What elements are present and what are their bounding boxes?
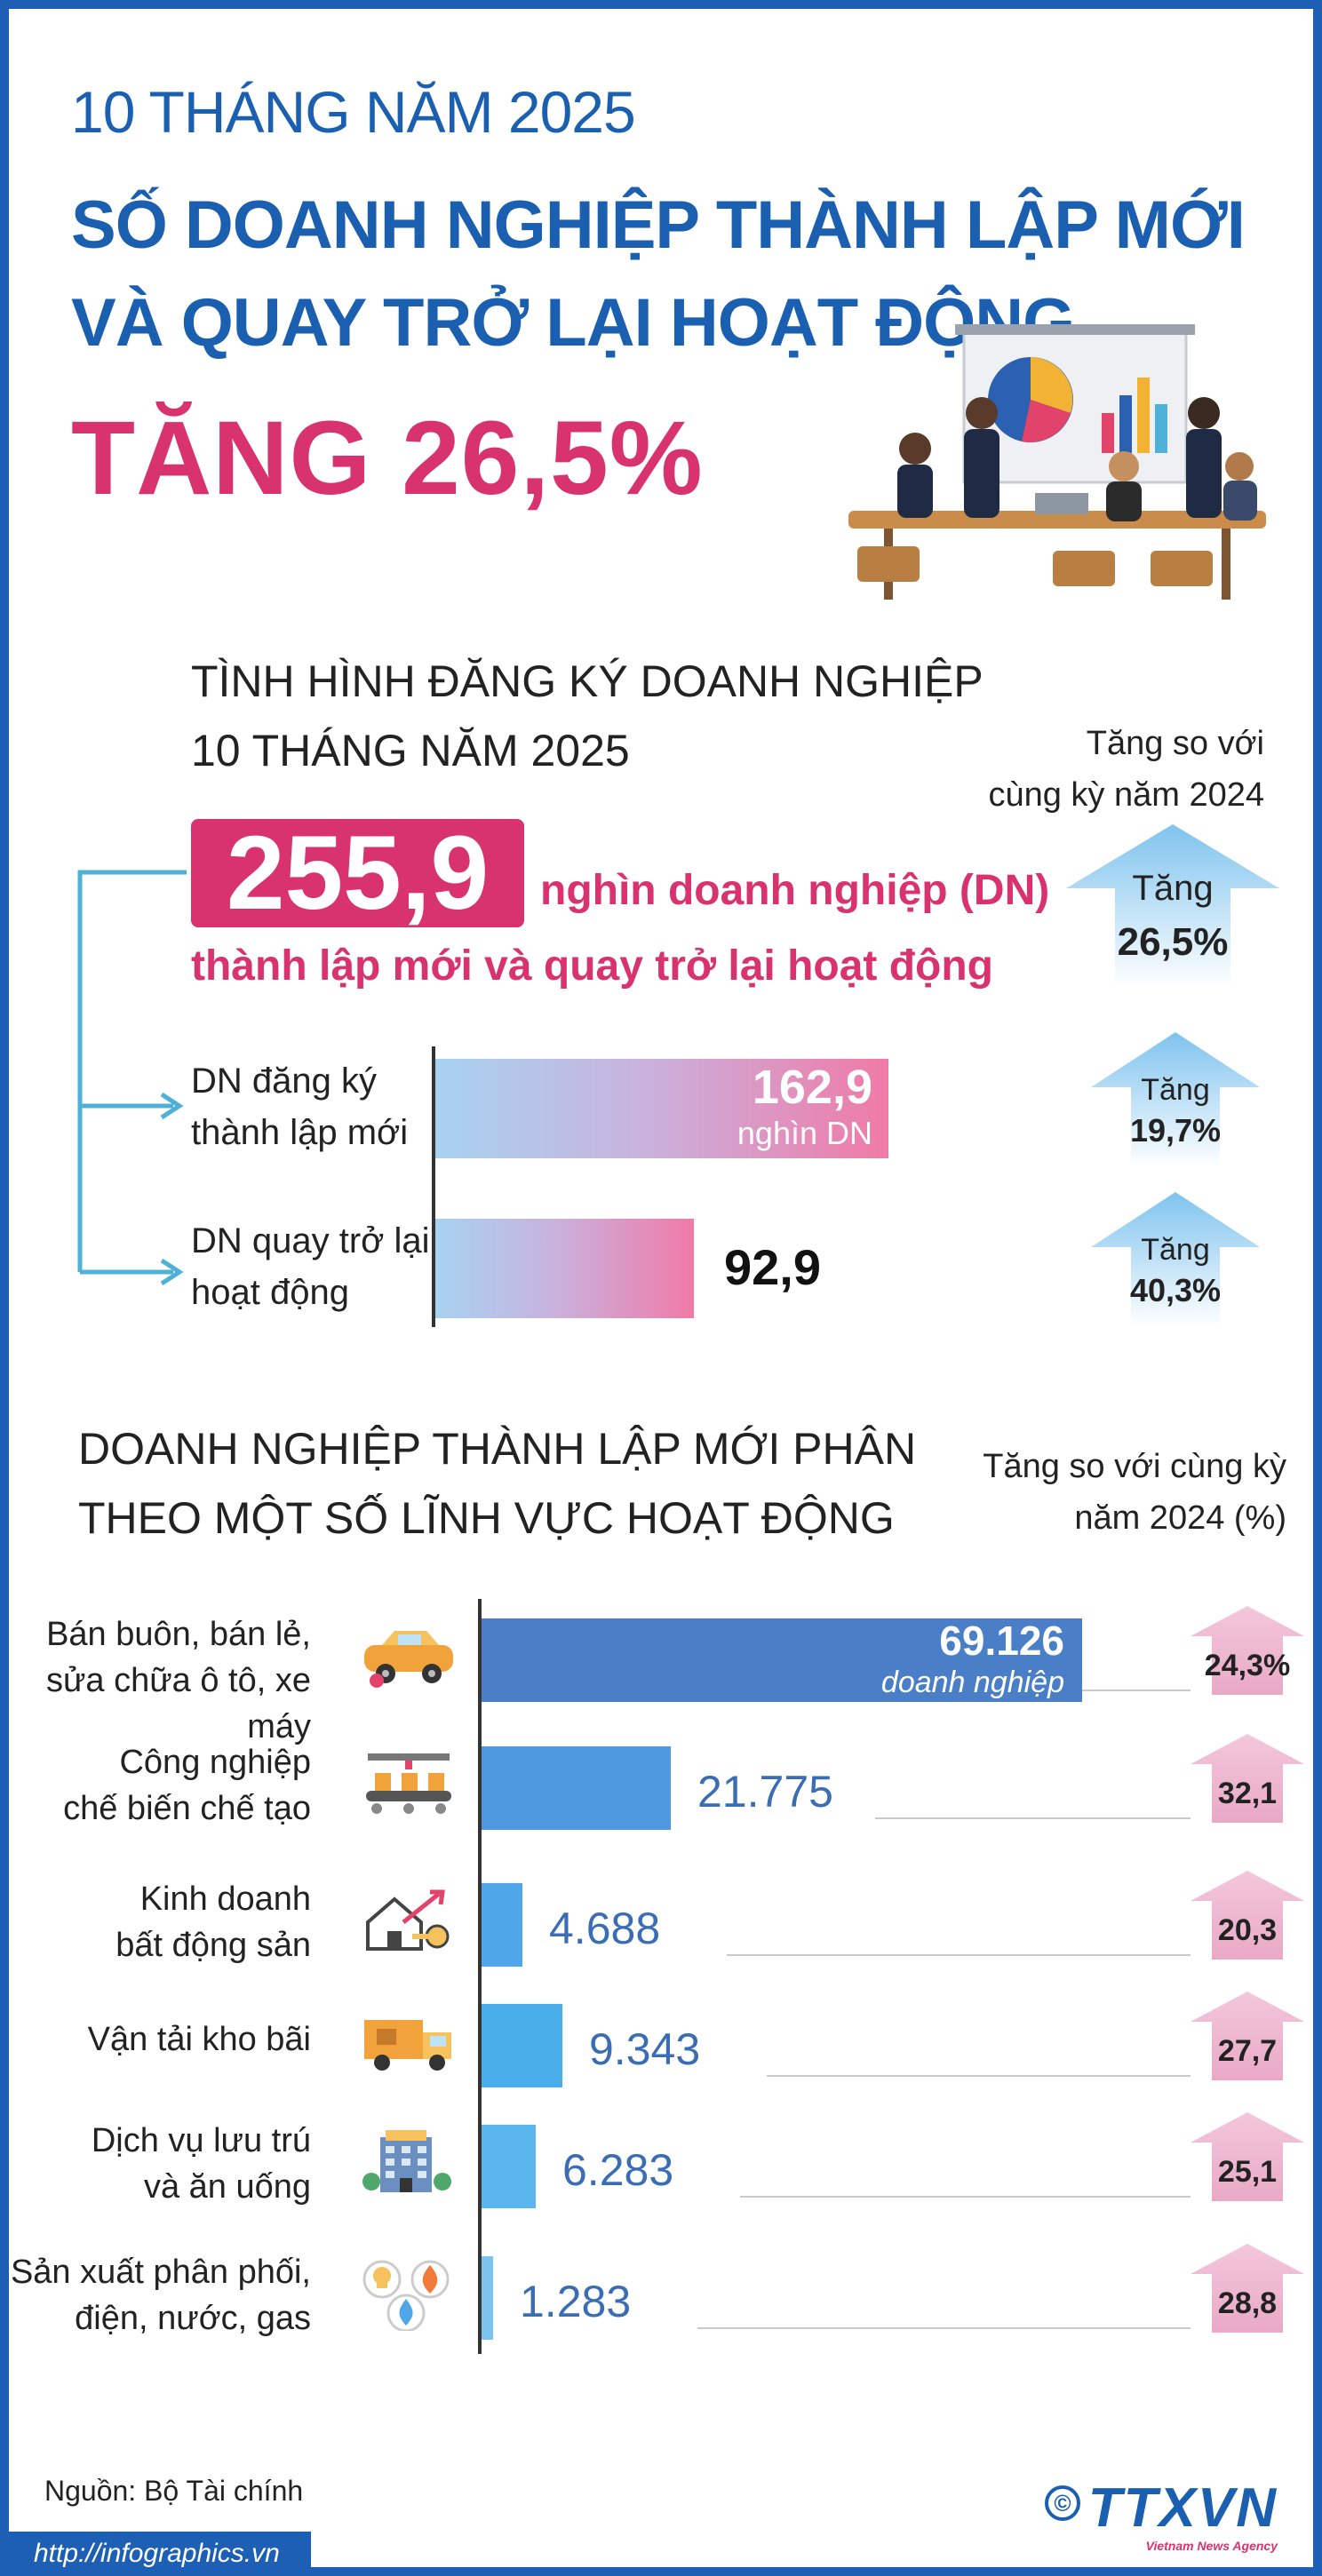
chart2-value-label: 69.126 [482,1617,1064,1665]
utilities-icon [359,2260,458,2331]
chart2-category-label-line: bất động sản [115,1922,311,1968]
chart2-bar [482,2256,493,2340]
section2-title-line1: DOANH NGHIỆP THÀNH LẬP MỚI PHÂN [78,1414,916,1483]
chart2-value-label: 9.343 [589,2023,700,2075]
section2-title: DOANH NGHIỆP THÀNH LẬP MỚI PHÂN THEO MỘT… [78,1414,916,1553]
total-description: thành lập mới và quay trở lại hoạt động [191,942,993,990]
chart2-category-label-line: Công nghiệp [63,1739,311,1785]
chart2-category-label-line: Kinh doanh [115,1876,311,1922]
section1-compare-line1: Tăng so với [988,718,1264,769]
section2-compare-note: Tăng so với cùng kỳ năm 2024 (%) [983,1441,1286,1544]
section1-compare-note: Tăng so với cùng kỳ năm 2024 [988,718,1264,821]
header-title-line1: SỐ DOANH NGHIỆP THÀNH LẬP MỚI [71,187,1245,264]
meeting-illustration [831,315,1293,617]
chart2-change-value: 20,3 [1191,1913,1304,1948]
source-note: Nguồn: Bộ Tài chính [44,2475,303,2508]
chart1-change-value: 19,7% [1091,1112,1260,1149]
chart2-value-label: 1.283 [520,2276,631,2327]
car-icon [359,1622,458,1693]
chart1-change-arrow: Tăng 40,3% [1091,1192,1260,1327]
chart1-value-label: 162,9 [435,1061,872,1114]
chart1-category-label-line: thành lập mới [191,1107,408,1158]
chart2-gridline [767,2075,1191,2077]
section2-title-line2: THEO MỘT SỐ LĨNH VỰC HOẠT ĐỘNG [78,1483,916,1553]
chart2-category-label-line: điện, nước, gas [11,2295,311,2341]
chart2-category-label: Dịch vụ lưu trú và ăn uống [92,2118,311,2210]
chart2-gridline [1082,1690,1191,1691]
chart1-bar [435,1219,694,1318]
copyright-icon: © [1045,2485,1080,2521]
brand-subtitle: Vietnam News Agency [1146,2539,1278,2553]
chart2-change-value: 27,7 [1191,2034,1304,2069]
total-change-label: Tăng [1066,869,1279,909]
total-change-value: 26,5% [1066,920,1279,965]
chart2-value-label: 6.283 [562,2144,673,2196]
chart2-gridline [697,2327,1191,2329]
section2-compare-line1: Tăng so với cùng kỳ [983,1441,1286,1492]
chart2-category-label-line: và ăn uống [92,2164,311,2210]
chart2-bar [482,1883,522,1967]
chart2-gridline [727,1954,1191,1956]
chart2-category-label-line: sửa chữa ô tô, xe máy [9,1658,311,1750]
chart2-value-label: 4.688 [549,1903,660,1954]
house-key-icon [359,1887,458,1958]
chart2-category-label: Công nghiệp chế biến chế tạo [63,1739,311,1832]
chart2-category-label-line: Sản xuất phân phối, [11,2249,311,2295]
delivery-truck-icon [359,2008,458,2079]
header-headline: TĂNG 26,5% [71,398,704,519]
section1-title-line1: TÌNH HÌNH ĐĂNG KÝ DOANH NGHIỆP [191,647,984,716]
chart2-value-label: 21.775 [697,1766,833,1817]
chart2-category-label: Bán buôn, bán lẻ, sửa chữa ô tô, xe máy [9,1611,311,1750]
section2-compare-line2: năm 2024 (%) [983,1492,1286,1544]
chart2-bar [482,2125,536,2208]
chart1-change-value: 40,3% [1091,1272,1260,1309]
section1-title-line2: 10 THÁNG NĂM 2025 [191,716,984,785]
total-change-arrow: Tăng 26,5% [1066,824,1279,988]
total-unit: nghìn doanh nghiệp (DN) [540,866,1049,915]
chart2-category-label: Kinh doanh bất động sản [115,1876,311,1968]
section1-title: TÌNH HÌNH ĐĂNG KÝ DOANH NGHIỆP 10 THÁNG … [191,647,984,785]
chart2-value-unit: doanh nghiệp [482,1665,1064,1700]
chart1-category-label-line: hoạt động [191,1267,430,1318]
chart1-value-label: 92,9 [724,1238,821,1296]
hotel-icon [359,2128,458,2199]
chart1-change-label: Tăng [1091,1233,1260,1268]
chart2-bar [482,1746,671,1830]
chart1-value-unit: nghìn DN [435,1114,872,1153]
factory-conveyor-icon [359,1750,458,1821]
chart2-category-label-line: Dịch vụ lưu trú [92,2118,311,2164]
chart1-category-label: DN quay trở lại hoạt động [191,1215,430,1318]
chart2-change-value: 28,8 [1191,2286,1304,2321]
chart2-change-value: 25,1 [1191,2155,1304,2190]
total-value: 255,9 [191,819,524,927]
chart1-change-arrow: Tăng 19,7% [1091,1032,1260,1167]
chart2-gridline [740,2196,1191,2198]
chart2-gridline [875,1817,1191,1819]
website-link[interactable]: http://infographics.vn [9,2532,311,2576]
chart1-category-label: DN đăng ký thành lập mới [191,1055,408,1158]
chart2-axis [478,1599,482,2354]
brand-logo: TTXVN [1088,2477,1278,2540]
chart2-category-label-line: chế biến chế tạo [63,1785,311,1832]
chart2-category-label: Vận tải kho bãi [88,2016,311,2063]
chart2-change-value: 24,3% [1191,1649,1304,1683]
chart1-category-label-line: DN đăng ký [191,1055,408,1107]
chart1-category-label-line: DN quay trở lại [191,1215,430,1267]
chart2-category-label: Sản xuất phân phối, điện, nước, gas [11,2249,311,2341]
chart1-change-label: Tăng [1091,1073,1260,1108]
header-date: 10 THÁNG NĂM 2025 [71,78,635,146]
chart2-category-label-line: Vận tải kho bãi [88,2016,311,2063]
chart2-change-value: 32,1 [1191,1777,1304,1811]
chart2-category-label-line: Bán buôn, bán lẻ, [9,1611,311,1658]
bracket-connector [62,862,195,1288]
section1-compare-line2: cùng kỳ năm 2024 [988,769,1264,821]
chart2-bar [482,2004,562,2087]
